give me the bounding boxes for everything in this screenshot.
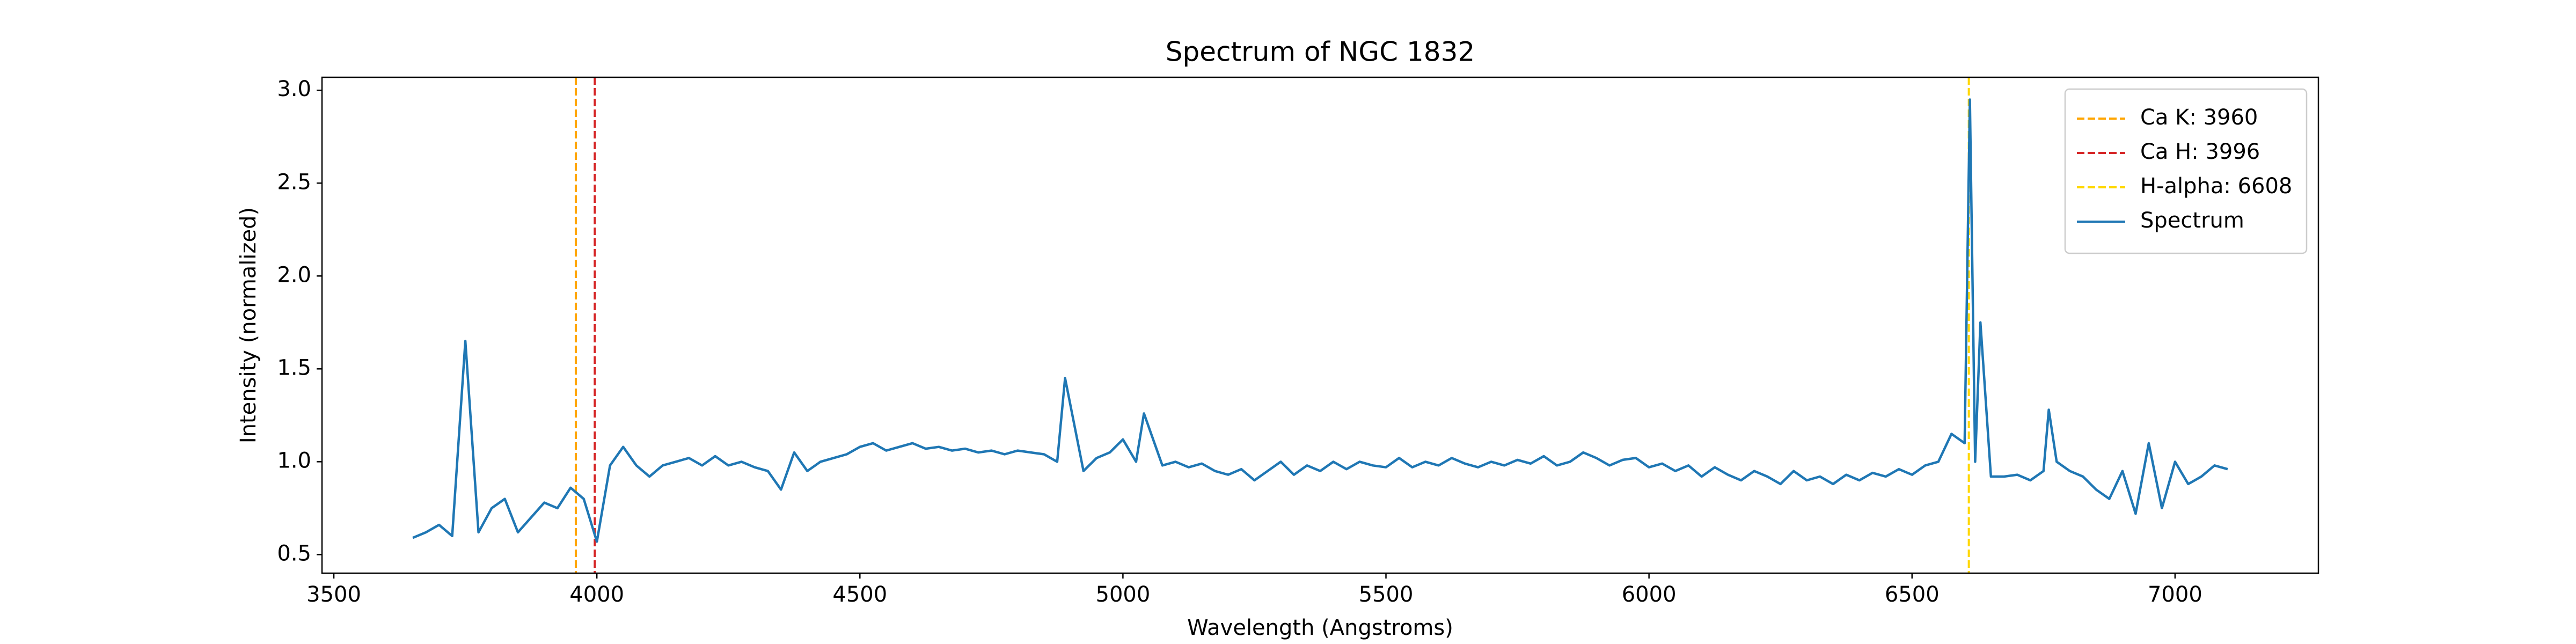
y-axis-label: Intensity (normalized) bbox=[236, 207, 261, 443]
legend-label: H-alpha: 6608 bbox=[2140, 174, 2292, 199]
legend-box bbox=[2064, 88, 2308, 254]
x-tick-label: 6500 bbox=[1885, 582, 1940, 607]
legend-label: Ca H: 3996 bbox=[2140, 140, 2260, 164]
y-tick-label: 1.5 bbox=[277, 355, 311, 380]
x-axis-label: Wavelength (Angstroms) bbox=[1187, 616, 1453, 640]
x-tick-label: 7000 bbox=[2148, 582, 2202, 607]
y-tick-label: 3.0 bbox=[277, 77, 311, 101]
x-tick-label: 4500 bbox=[832, 582, 887, 607]
y-tick-label: 0.5 bbox=[277, 541, 311, 566]
x-tick-label: 5000 bbox=[1096, 582, 1151, 607]
y-tick-label: 1.0 bbox=[277, 448, 311, 473]
y-tick-label: 2.5 bbox=[277, 170, 311, 194]
legend-label: Spectrum bbox=[2140, 208, 2244, 233]
chart-title: Spectrum of NGC 1832 bbox=[1166, 36, 1475, 68]
plot-frame bbox=[321, 76, 2319, 574]
data-line bbox=[412, 98, 2228, 543]
legend-label: Ca K: 3960 bbox=[2140, 105, 2258, 130]
x-tick-label: 6000 bbox=[1622, 582, 1677, 607]
x-tick-label: 4000 bbox=[569, 582, 624, 607]
y-tick-label: 2.0 bbox=[277, 262, 311, 287]
x-tick-label: 3500 bbox=[306, 582, 361, 607]
x-tick-label: 5500 bbox=[1359, 582, 1414, 607]
